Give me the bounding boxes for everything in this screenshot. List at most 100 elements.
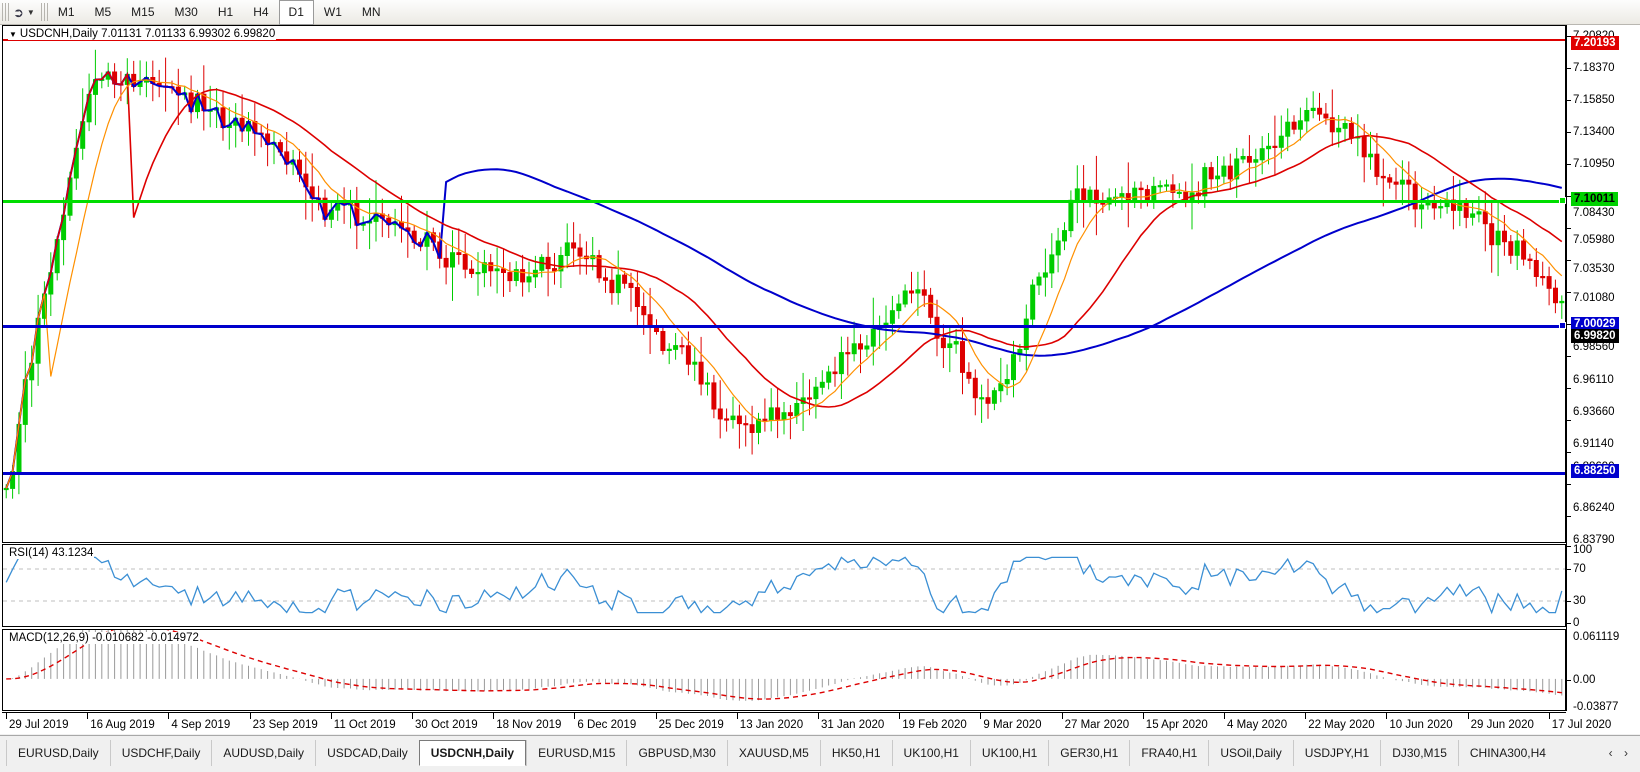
date-tick — [1142, 712, 1144, 719]
date-label: 29 Jun 2020 — [1470, 719, 1534, 731]
timeframe-toolbar: ➲ ▼ M1 M5 M15 M30 H1 H4 D1 W1 MN — [0, 0, 1640, 25]
chart-tab-uk100-h1[interactable]: UK100,H1 — [969, 740, 1048, 766]
macd-tick-zero: 0.00 — [1573, 674, 1596, 686]
date-axis[interactable]: 29 Jul 2019 16 Aug 2019 4 Sep 2019 23 Sep 2… — [2, 712, 1611, 734]
date-label: 18 Nov 2019 — [496, 719, 562, 731]
timeframe-h1[interactable]: H1 — [217, 4, 234, 19]
date-tick — [412, 712, 413, 719]
price-tick-11: 6.93660 — [1573, 406, 1615, 418]
price-marker-pivot[interactable]: 7.10011 — [1571, 192, 1618, 206]
collapse-caret-icon[interactable]: ▼ — [9, 30, 17, 39]
date-tick — [249, 712, 251, 719]
price-tick-8: 7.01080 — [1573, 292, 1615, 304]
date-tick — [980, 712, 982, 719]
date-label: 4 May 2020 — [1227, 719, 1288, 731]
date-label: 31 Jan 2020 — [821, 719, 885, 731]
chart-tab-eurusd-m15[interactable]: EURUSD,M15 — [526, 740, 626, 766]
date-label: 13 Jan 2020 — [739, 719, 804, 731]
price-marker-resistance[interactable]: 7.20193 — [1571, 36, 1619, 50]
chevron-down-icon[interactable]: ▼ — [26, 7, 35, 17]
level-line-support[interactable] — [3, 325, 1565, 328]
date-label: 27 Mar 2020 — [1064, 719, 1130, 731]
price-tick-9: 6.98560 — [1573, 341, 1615, 353]
timeframe-m1[interactable]: M1 — [57, 4, 75, 19]
timeframe-m5[interactable]: M5 — [94, 4, 112, 19]
timeframe-d1[interactable]: D1 — [278, 0, 314, 25]
price-plot — [3, 49, 1565, 499]
price-tick-1: 7.18370 — [1573, 62, 1615, 74]
chart-tab-audusd-daily[interactable]: AUDUSD,Daily — [211, 740, 315, 766]
date-label: 10 Jun 2020 — [1389, 719, 1453, 731]
price-tick-4: 7.10950 — [1573, 158, 1615, 170]
date-label: 19 Feb 2020 — [902, 719, 967, 731]
chart-tab-china300-h4[interactable]: CHINA300,H4 — [1457, 740, 1557, 766]
chart-tab-dj30-m15[interactable]: DJ30,M15 — [1380, 740, 1458, 766]
price-scale[interactable]: 7.20820 7.18370 7.15850 7.13400 7.10950 … — [1566, 25, 1640, 734]
toolbar-grip[interactable] — [2, 3, 9, 21]
cursor-crosshair-icon[interactable]: ➲ ▼ — [13, 4, 35, 20]
rsi-pane-label: RSI(14) 43.1234 — [8, 547, 95, 559]
chart-area[interactable]: ▼ USDCNH,Daily 7.01131 7.01133 6.99302 6.… — [0, 25, 1640, 734]
date-axis-line — [2, 712, 1566, 713]
chart-tab-strip[interactable]: EURUSD,Daily USDCHF,Daily AUDUSD,Daily USDC… — [6, 740, 1557, 766]
date-label: 17 Jul 2020 — [1551, 719, 1612, 731]
chart-tab-usdchf-daily[interactable]: USDCHF,Daily — [109, 740, 212, 766]
price-tick-10: 6.96110 — [1573, 374, 1614, 386]
chart-tab-usdcnh-daily[interactable]: USDCNH,Daily — [418, 740, 527, 766]
price-tick-3: 7.13400 — [1573, 126, 1615, 138]
macd-pane[interactable]: MACD(12,26,9) -0.010682 -0.014972 — [2, 629, 1566, 711]
level-line-pivot[interactable] — [3, 200, 1565, 203]
level-handle-pivot[interactable] — [1559, 197, 1566, 204]
date-tick — [736, 712, 738, 719]
timeframe-mn[interactable]: MN — [361, 4, 381, 19]
chart-tab-bar[interactable]: EURUSD,Daily USDCHF,Daily AUDUSD,Daily USDC… — [0, 735, 1640, 772]
date-tick — [168, 712, 170, 719]
price-pane[interactable]: ▼ USDCNH,Daily 7.01131 7.01133 6.99302 6.… — [2, 25, 1566, 543]
rsi-pane[interactable]: RSI(14) 43.1234 — [2, 544, 1566, 627]
chart-tab-gbpusd-m30[interactable]: GBPUSD,M30 — [626, 740, 726, 766]
timeframe-h4[interactable]: H4 — [253, 4, 269, 19]
chart-tab-hk50-h1[interactable]: HK50,H1 — [819, 740, 892, 766]
date-label: 15 Apr 2020 — [1145, 719, 1208, 731]
date-tick — [493, 712, 495, 719]
tab-nav-prev-icon[interactable]: ‹ — [1608, 746, 1617, 760]
price-tick-15: 6.83790 — [1573, 534, 1615, 546]
level-handle-support[interactable] — [1559, 322, 1566, 329]
price-marker-last[interactable]: 6.99820 — [1571, 329, 1619, 343]
chart-tab-uk100-h1[interactable]: UK100,H1 — [891, 740, 970, 766]
chart-tab-usoil-daily[interactable]: USOil,Daily — [1208, 740, 1292, 766]
tab-nav-arrows[interactable]: ‹ › — [1609, 746, 1632, 760]
chart-tab-eurusd-daily[interactable]: EURUSD,Daily — [6, 740, 110, 766]
date-tick — [1305, 712, 1307, 719]
chart-tab-usdjpy-h1[interactable]: USDJPY,H1 — [1292, 740, 1380, 766]
date-tick — [1224, 712, 1225, 719]
level-line-resistance[interactable] — [3, 39, 1565, 41]
timeframe-m30[interactable]: M30 — [174, 4, 198, 19]
date-label: 6 Dec 2019 — [577, 719, 637, 731]
date-label: 4 Sep 2019 — [171, 719, 231, 731]
date-tick — [330, 712, 332, 719]
date-tick — [818, 712, 819, 719]
rsi-tick-30: 30 — [1573, 595, 1586, 607]
date-tick — [6, 712, 7, 719]
price-marker-support[interactable]: 7.00029 — [1571, 317, 1619, 331]
price-marker-support-low[interactable]: 6.88250 — [1571, 464, 1619, 478]
macd-tick-min: -0.03877 — [1573, 701, 1619, 713]
price-tick-12: 6.91140 — [1573, 438, 1614, 450]
rsi-plot — [3, 556, 1565, 615]
toolbar-grip-2[interactable] — [40, 3, 48, 21]
chart-tab-xauusd-m5[interactable]: XAUUSD,M5 — [726, 740, 820, 766]
timeframe-w1[interactable]: W1 — [323, 4, 342, 19]
chart-tab-usdcad-daily[interactable]: USDCAD,Daily — [315, 740, 419, 766]
tab-nav-next-icon[interactable]: › — [1624, 746, 1632, 760]
timeframe-m15[interactable]: M15 — [131, 4, 155, 19]
date-tick — [1386, 712, 1388, 719]
level-line-support-low[interactable] — [3, 472, 1565, 475]
chart-tab-fra40-h1[interactable]: FRA40,H1 — [1129, 740, 1208, 766]
price-tick-5: 7.08430 — [1573, 207, 1615, 219]
macd-pane-label: MACD(12,26,9) -0.010682 -0.014972 — [8, 632, 200, 644]
price-pane-label: ▼ USDCNH,Daily 7.01131 7.01133 6.99302 6.… — [8, 28, 277, 40]
price-tick-14: 6.86240 — [1573, 502, 1615, 514]
date-tick — [655, 712, 657, 719]
chart-tab-ger30-h1[interactable]: GER30,H1 — [1048, 740, 1129, 766]
